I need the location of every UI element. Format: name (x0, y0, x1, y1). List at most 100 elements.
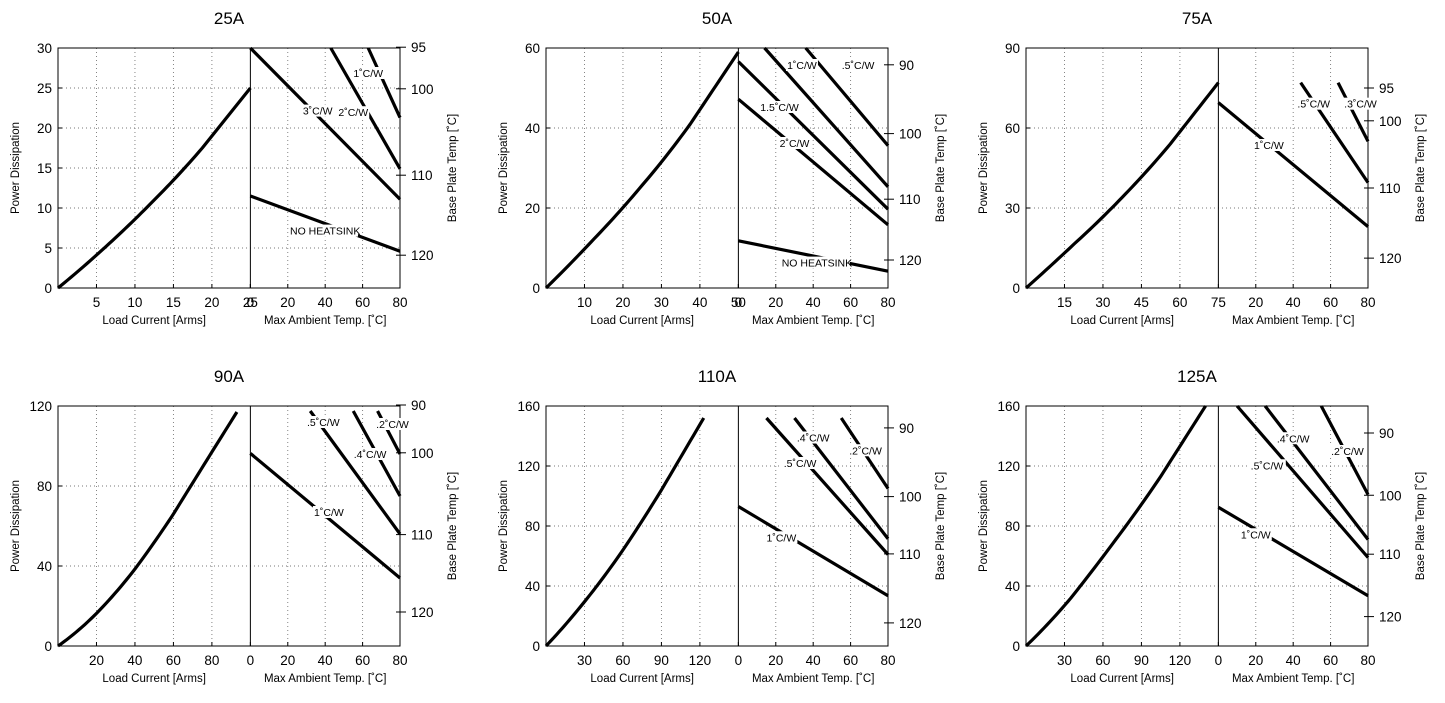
y-tick-label: 0 (532, 281, 540, 296)
right-y-tick-label: 120 (899, 616, 922, 631)
curve-label-bg (1341, 97, 1380, 110)
chart-title: 75A (1182, 9, 1213, 28)
curve-label-bg (846, 444, 885, 457)
y-axis-label-base-plate-temp: Base Plate Temp [˚C] (447, 472, 459, 580)
curve-label-bg (785, 59, 818, 71)
y-tick-label: 60 (525, 41, 540, 56)
grid (1026, 406, 1368, 646)
x-tick-label: 0 (1215, 653, 1223, 668)
x-tick-label: 80 (392, 653, 407, 668)
y-tick-label: 40 (1005, 579, 1020, 594)
right-y-tick-label: 100 (411, 82, 434, 97)
x-tick-label: 60 (1323, 653, 1338, 668)
x-tick-label: 30 (1057, 653, 1072, 668)
load-current-curve (57, 411, 239, 648)
y-axis-label-power: Power Dissipation (10, 122, 22, 214)
load-current-curve (544, 51, 740, 290)
y-tick-label: 0 (1012, 639, 1020, 654)
x-tick-label: 90 (654, 653, 669, 668)
x-tick-label: 60 (843, 295, 858, 310)
y-tick-label: 20 (37, 121, 52, 136)
derating-chart-90A: 90A 0 40 80 120 90 100 110 120 20 40 60 80 0 20 40 60 80 L… (10, 367, 459, 685)
plot-frame (545, 405, 889, 647)
x-tick-label: 80 (1360, 295, 1375, 310)
x-tick-label: 60 (1172, 295, 1187, 310)
x-tick-label: 20 (204, 295, 219, 310)
x-tick-label: 50 (731, 295, 746, 310)
x-axis-label-load-current: Load Current [Arms] (102, 315, 206, 327)
derating-line-3-c-w (1336, 81, 1370, 143)
curve-label-bg (351, 448, 389, 460)
y-tick-label: 30 (37, 41, 52, 56)
x-tick-label: 40 (692, 295, 707, 310)
right-y-tick-label: 110 (411, 528, 433, 543)
curve-label: 1˚C/W (1241, 529, 1271, 541)
right-y-tick-label: 120 (1379, 610, 1402, 625)
x-axis-label-load-current: Load Current [Arms] (590, 315, 694, 327)
derating-line-2-c-w (376, 410, 402, 455)
y-tick-label: 80 (525, 519, 540, 534)
chart-title: 110A (698, 367, 737, 386)
right-y-tick-label: 120 (411, 605, 434, 620)
y-tick-label: 120 (997, 459, 1020, 474)
derating-line-1-c-w (737, 505, 889, 598)
right-y-tick-label: 90 (899, 58, 914, 73)
y-axis-label-power: Power Dissipation (978, 480, 990, 572)
x-tick-label: 0 (247, 653, 255, 668)
curve-label-bg (839, 59, 877, 71)
curve-label: .2˚C/W (849, 445, 882, 457)
x-tick-label: 20 (89, 653, 104, 668)
curve-label-bg (1252, 139, 1285, 151)
y-tick-label: 120 (29, 399, 52, 414)
y-tick-label: 25 (37, 81, 52, 96)
right-y-tick-label: 90 (1379, 426, 1394, 441)
derating-chart-125A: 125A 0 40 80 120 160 90 100 110 120 30 60 90 120 0 20 40… (978, 367, 1427, 685)
x-tick-label: 40 (1286, 295, 1301, 310)
right-y-tick-label: 110 (411, 168, 433, 183)
curve-label: .4˚C/W (1277, 433, 1310, 445)
x-tick-label: 20 (1248, 295, 1263, 310)
x-tick-label: 0 (247, 295, 255, 310)
right-y-tick-label: 95 (411, 40, 426, 55)
y-axis-label-power: Power Dissipation (498, 480, 510, 572)
x-axis-label-load-current: Load Current [Arms] (590, 673, 694, 685)
chart-title: 90A (214, 367, 245, 386)
grid (58, 48, 400, 288)
y-axis-label-base-plate-temp: Base Plate Temp [˚C] (935, 472, 947, 580)
x-tick-label: 60 (1323, 295, 1338, 310)
curve-label: 1˚C/W (314, 507, 344, 519)
x-tick-label: 60 (615, 653, 630, 668)
x-tick-label: 80 (1360, 653, 1375, 668)
x-tick-label: 80 (392, 295, 407, 310)
curve-label: .4˚C/W (354, 449, 387, 461)
x-tick-label: 45 (1134, 295, 1149, 310)
right-y-tick-label: 110 (899, 547, 921, 562)
x-axis-label-ambient-temp: Max Ambient Temp. [˚C] (1232, 673, 1355, 685)
x-tick-label: 75 (1211, 295, 1226, 310)
curve-label-bg (373, 418, 412, 430)
curve-label-bg (1328, 445, 1367, 457)
y-tick-label: 160 (997, 399, 1020, 414)
right-y-tick-label: 100 (899, 490, 922, 505)
load-current-curve (1024, 81, 1220, 290)
x-tick-label: 20 (280, 295, 295, 310)
plot-frame (57, 47, 401, 289)
y-tick-label: 20 (525, 201, 540, 216)
x-tick-label: 40 (806, 653, 821, 668)
x-tick-label: 90 (1134, 653, 1149, 668)
curve-label: .5˚C/W (1297, 99, 1330, 111)
curve-label-bg (304, 416, 343, 428)
curve-label-bg (784, 256, 850, 269)
curve-label-bg (781, 457, 819, 469)
curve-label-bg (778, 137, 811, 149)
x-axis-label-load-current: Load Current [Arms] (1070, 673, 1174, 685)
derating-line-2-c-w (737, 97, 890, 227)
y-tick-label: 90 (1005, 41, 1020, 56)
right-y-tick-label: 120 (899, 253, 922, 268)
x-axis-label-ambient-temp: Max Ambient Temp. [˚C] (264, 673, 387, 685)
derating-line-1-5-c-w (737, 60, 890, 211)
x-axis-label-ambient-temp: Max Ambient Temp. [˚C] (1232, 315, 1355, 327)
x-axis-label-load-current: Load Current [Arms] (1070, 315, 1174, 327)
x-tick-label: 15 (1057, 295, 1072, 310)
